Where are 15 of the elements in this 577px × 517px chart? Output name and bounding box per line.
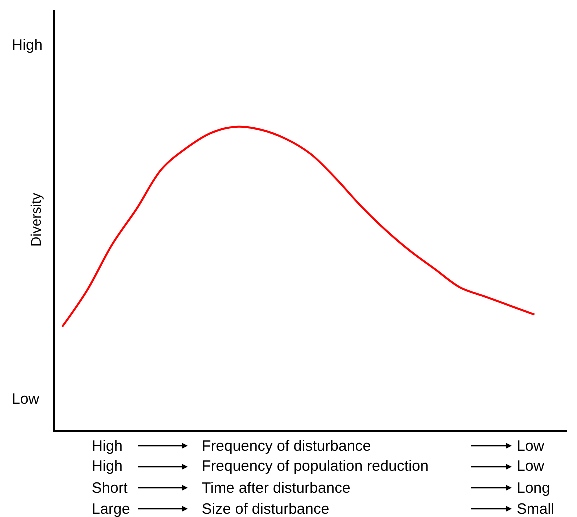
text: Frequency of disturbance	[202, 438, 372, 455]
text: Long	[517, 480, 550, 497]
y-axis-title: Diversity	[28, 193, 44, 247]
text: Short	[92, 480, 129, 497]
text: Large	[92, 501, 130, 517]
text: Small	[517, 501, 555, 517]
text: Frequency of population reduction	[202, 458, 429, 475]
text: Time after disturbance	[202, 480, 351, 497]
text: High	[92, 438, 123, 455]
text: Low	[517, 458, 545, 475]
text: Size of disturbance	[202, 501, 330, 517]
text: Low	[517, 438, 545, 455]
text: High	[12, 37, 43, 54]
text: Low	[12, 391, 40, 408]
text: High	[92, 458, 123, 475]
